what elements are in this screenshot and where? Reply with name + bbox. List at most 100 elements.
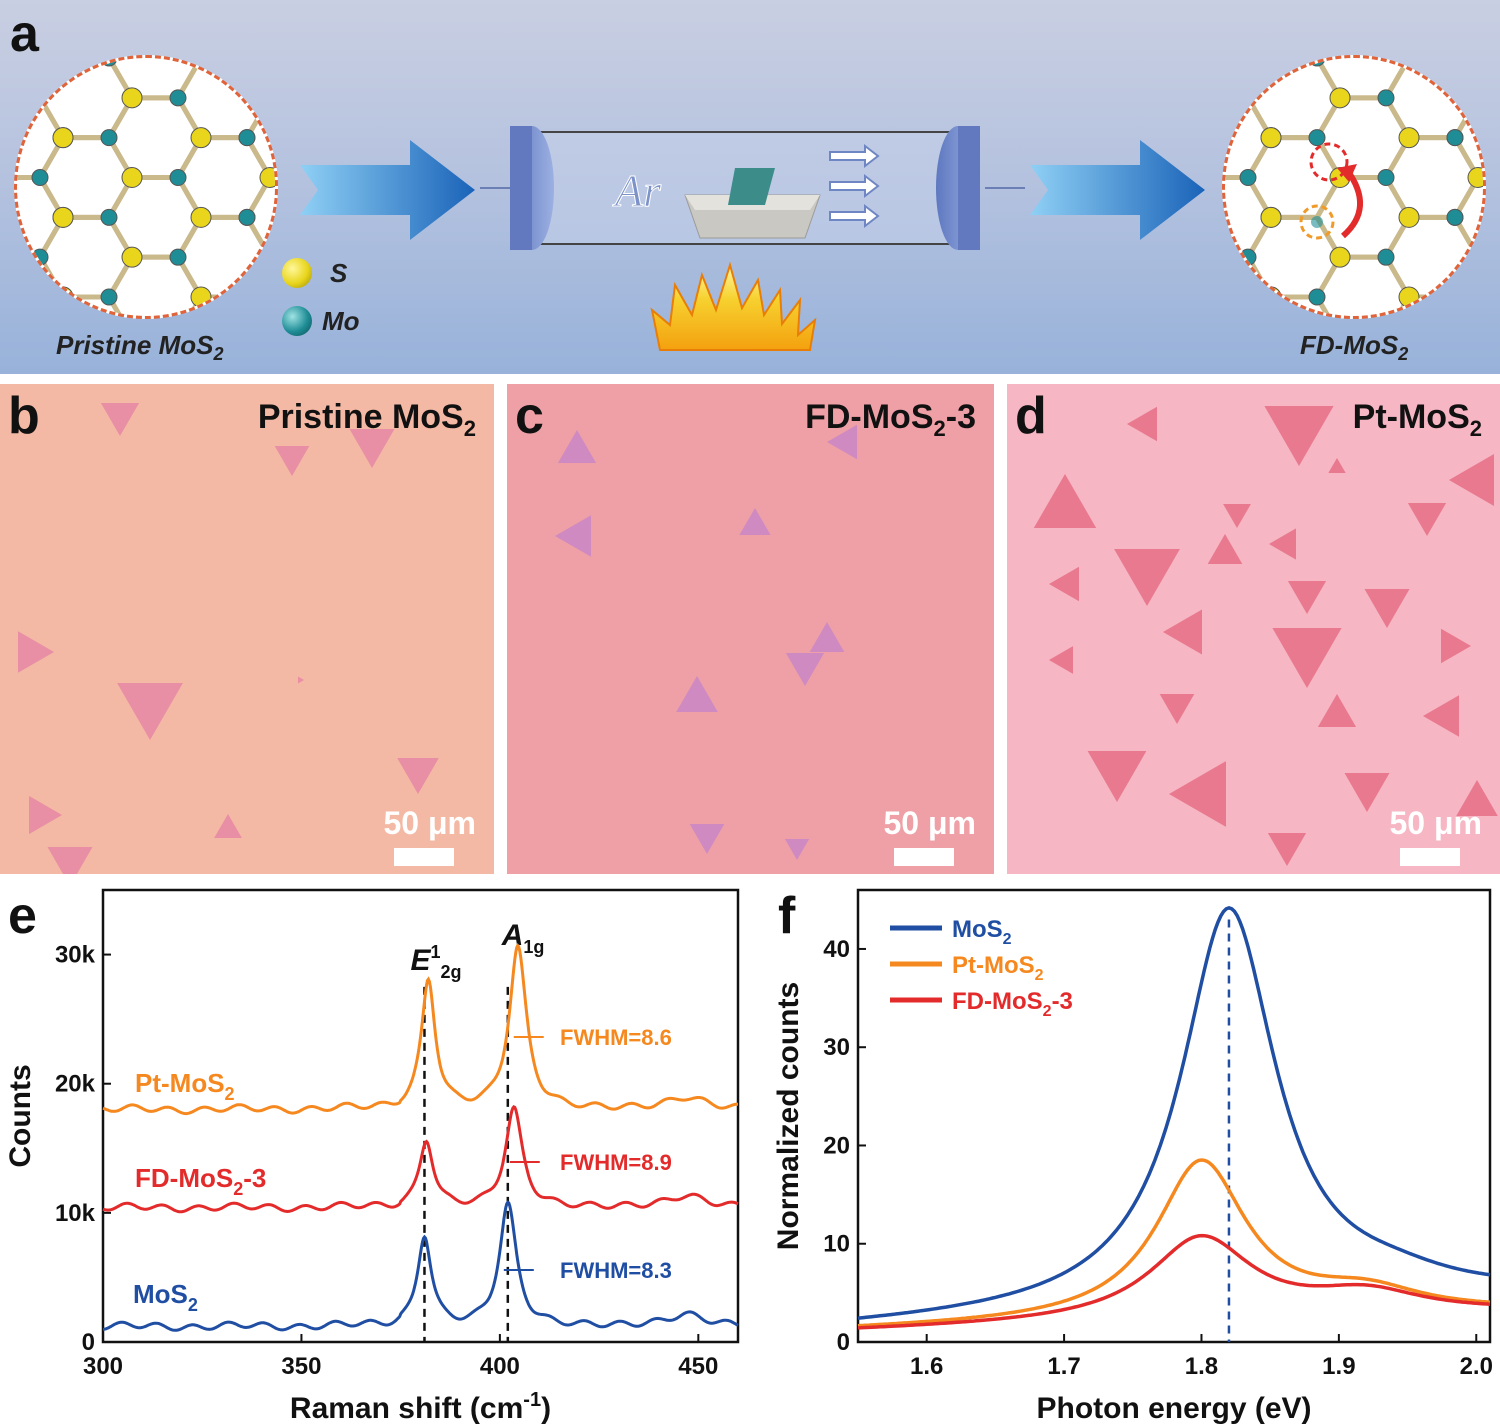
panel-c-scale-bar [894, 848, 954, 866]
pl-series-line [857, 1233, 1491, 1330]
s-atom [52, 286, 74, 308]
legend-mo-label: Mo [322, 306, 360, 336]
mo-atom [238, 58, 256, 67]
panel-letter-f: f [778, 887, 796, 945]
fd-optical-micrograph [507, 384, 994, 874]
s-atom [259, 87, 275, 109]
mos2-flake [117, 683, 183, 740]
mos2-flake [785, 653, 825, 686]
mos2-flake [809, 622, 845, 652]
pl-series-line [857, 1158, 1491, 1328]
series-label: FD-MoS2-3 [135, 1163, 266, 1199]
mos2-flake [1407, 503, 1447, 536]
mos2-flake [1449, 454, 1494, 506]
legend-label: MoS2 [952, 916, 1012, 948]
panel-d-optical-image: d Pt-MoS2 50 μm [1007, 384, 1500, 874]
s-atom [1260, 58, 1282, 69]
ar-gas-label: Ar [612, 165, 662, 216]
mos2-flake [1087, 751, 1147, 802]
lattice-bonds [17, 58, 275, 316]
mos2-flake [397, 758, 439, 794]
s-atom [1398, 206, 1420, 228]
mos2-flake [1344, 773, 1390, 812]
mos2-flake [1317, 694, 1357, 727]
substrate-background [1007, 384, 1500, 874]
migration-arrow-icon [1340, 168, 1363, 239]
panel-b-scale-bar [394, 848, 454, 866]
mos2-flake [1114, 549, 1180, 606]
fwhm-label: FWHM=8.3 [560, 1258, 672, 1283]
panel-b-optical-image: b Pristine MoS2 50 μm [0, 384, 494, 874]
raman-series-line [102, 1105, 739, 1214]
legend-label: Pt-MoS2 [952, 952, 1044, 984]
mos2-flake [1423, 695, 1459, 737]
mo-atom [169, 248, 187, 266]
mos2-flake [47, 847, 93, 874]
mo-atom [238, 58, 256, 67]
mo-atom [1239, 248, 1257, 266]
raman-series-line [102, 1200, 739, 1332]
mos2-flake [784, 839, 810, 860]
panel-letter-e: e [8, 887, 37, 945]
mos2-flake [827, 424, 857, 460]
mos2-flake [739, 508, 771, 535]
mos2-flake [1163, 609, 1202, 655]
pl-spectrum-chart: 1.6 1.7 1.8 1.9 2.0 0 10 20 30 40 Photon energy (e… [772, 888, 1493, 1425]
y-tick-label: 10 [823, 1231, 850, 1258]
s-atom [1329, 87, 1351, 109]
peak-label: A1g [501, 919, 545, 957]
y-tick-label: 40 [823, 936, 850, 963]
x-tick-label: 2.0 [1460, 1353, 1493, 1380]
mo-atom [100, 208, 118, 226]
x-tick-label: 1.9 [1322, 1353, 1355, 1380]
mo-atom [31, 169, 49, 187]
mos2-flake [1264, 406, 1334, 466]
panel-c-title: FD-MoS2-3 [805, 398, 976, 441]
s-atom [52, 127, 74, 149]
pristine-lattice-image [14, 55, 278, 319]
s-atom [121, 246, 143, 268]
series-label: MoS2 [133, 1279, 198, 1315]
mos2-flake [1328, 458, 1346, 473]
migration-arrowhead-icon [1337, 164, 1357, 182]
y-tick-label: 30 [823, 1034, 850, 1061]
mos2-flake [18, 631, 54, 673]
legend-label: FD-MoS2-3 [952, 988, 1073, 1020]
s-atom [1260, 286, 1282, 308]
x-tick-label: 450 [678, 1353, 718, 1380]
mos2-flake [1272, 628, 1342, 688]
s-atom [1467, 87, 1483, 109]
s-atom [121, 167, 143, 189]
mo-atom [1446, 288, 1464, 306]
panel-d-scale-bar [1400, 848, 1460, 866]
raman-series-line [102, 942, 738, 1116]
mos2-flake [1287, 581, 1327, 614]
s-atom [121, 87, 143, 109]
x-tick-label: 1.6 [910, 1353, 943, 1380]
mos2-flake [1169, 761, 1226, 827]
mos2-flake [555, 515, 591, 557]
mo-atom [238, 288, 256, 306]
y-tick-label: 10k [55, 1200, 96, 1227]
mos2-flake [1049, 646, 1073, 674]
mos2-flake [689, 824, 725, 854]
mo-atom [238, 288, 256, 306]
mos2-flake [1127, 406, 1157, 442]
mos2-flake [1207, 534, 1243, 564]
panel-b-title: Pristine MoS2 [257, 398, 476, 441]
y-tick-label: 0 [837, 1329, 850, 1356]
mo-atom [1239, 89, 1257, 107]
x-tick-label: 300 [83, 1353, 123, 1380]
panel-letter-a: a [10, 5, 39, 63]
vacancy-atom-ghost [1311, 216, 1323, 228]
s-atom [259, 246, 275, 268]
substrate-background [0, 384, 494, 874]
x-axis-title: Photon energy (eV) [1036, 1392, 1311, 1425]
mo-atom [1377, 89, 1395, 107]
fd-caption: FD-MoS2 [1300, 330, 1409, 365]
s-atom [1467, 167, 1483, 189]
panel-c-optical-image: c FD-MoS2-3 50 μm [507, 384, 994, 874]
s-atom [1398, 286, 1420, 308]
fd-lattice-image [1222, 55, 1486, 319]
s-atom [52, 58, 74, 69]
